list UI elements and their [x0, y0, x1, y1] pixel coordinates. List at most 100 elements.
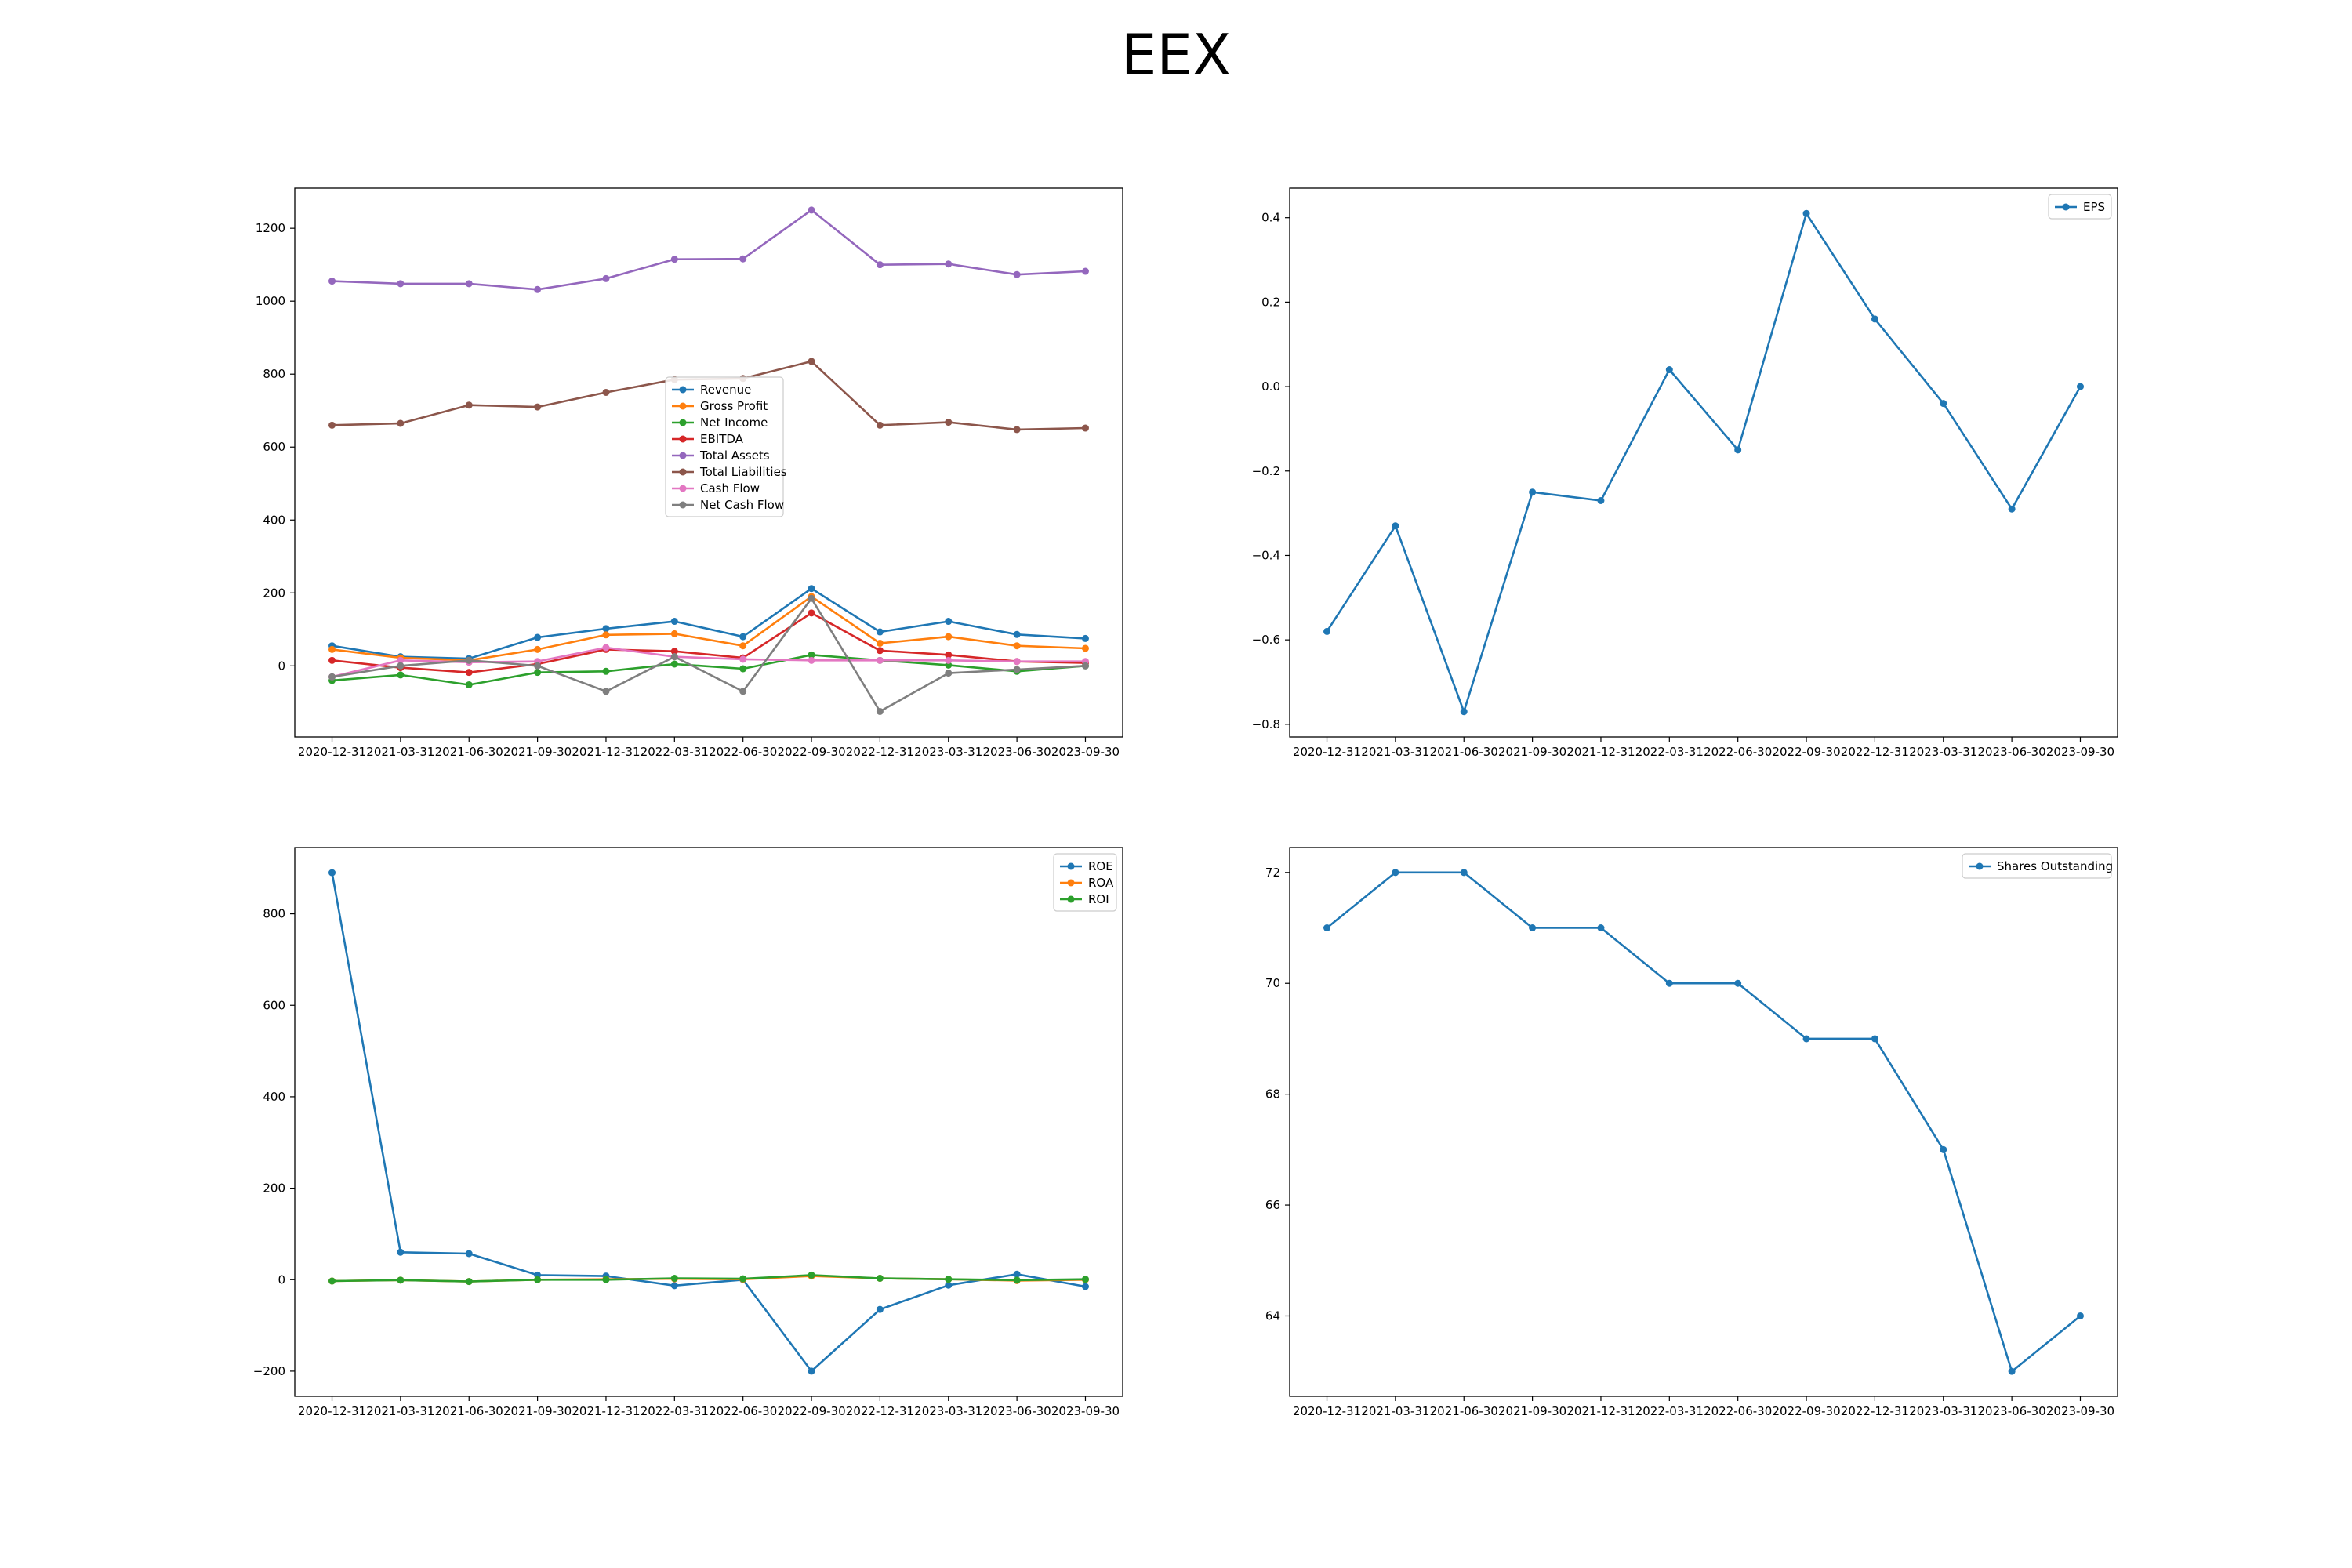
x-tick-label: 2022-03-31 [1635, 745, 1704, 759]
data-point [1871, 1035, 1878, 1043]
y-tick-label: 1000 [256, 294, 285, 308]
data-point [1323, 627, 1331, 635]
y-tick-label: 800 [263, 367, 285, 381]
data-point [328, 673, 336, 681]
chart-3: 2020-12-31 2021-03-31 2021-06-30 2021-09-30… [253, 847, 1123, 1418]
data-point [465, 280, 473, 288]
data-point [876, 647, 884, 655]
data-point [602, 688, 610, 695]
data-point [945, 656, 953, 664]
x-tick-label: 2021-12-31 [1566, 1404, 1635, 1418]
y-tick-label: 64 [1265, 1308, 1280, 1323]
data-point [739, 1275, 747, 1283]
data-point [739, 655, 747, 663]
data-point [876, 707, 884, 715]
data-point [1081, 662, 1089, 670]
data-point [1597, 924, 1605, 932]
data-point [1013, 666, 1021, 673]
data-point [534, 285, 542, 293]
data-point [876, 639, 884, 647]
legend-label: Net Cash Flow [700, 498, 784, 512]
x-tick-label: 2022-03-31 [1635, 1404, 1704, 1418]
data-point [328, 1277, 336, 1285]
x-tick-label: 2023-06-30 [1978, 1404, 2046, 1418]
data-point [465, 401, 473, 409]
x-tick-label: 2023-03-31 [914, 1404, 982, 1418]
data-point [328, 421, 336, 429]
series-shares-outstanding [1323, 869, 2084, 1375]
x-tick-label: 2023-09-30 [1051, 1404, 1120, 1418]
x-tick-label: 2021-06-30 [1430, 745, 1498, 759]
y-tick-label: −0.4 [1252, 548, 1280, 562]
data-point [1081, 424, 1089, 432]
data-point [808, 206, 815, 214]
data-point [1013, 270, 1021, 278]
x-tick-label: 2023-03-31 [1909, 1404, 1977, 1418]
legend-label: Total Liabilities [699, 465, 787, 479]
data-point [670, 648, 678, 655]
x-tick-label: 2023-06-30 [1978, 745, 2046, 759]
legend-marker [679, 452, 687, 459]
data-point [534, 633, 542, 641]
data-point [670, 653, 678, 661]
x-tick-label: 2021-12-31 [572, 1404, 640, 1418]
x-tick-label: 2021-03-31 [1361, 1404, 1429, 1418]
data-point [1802, 1035, 1810, 1043]
series-line [332, 597, 1086, 713]
legend-label: Revenue [700, 383, 751, 397]
data-point [2008, 1367, 2016, 1375]
data-point [328, 869, 336, 877]
data-point [1081, 1276, 1089, 1283]
x-tick-label: 2021-12-31 [572, 745, 640, 759]
legend-label: EPS [2083, 200, 2105, 214]
data-point [876, 656, 884, 664]
x-tick-label: 2023-09-30 [2046, 745, 2114, 759]
legend-marker [679, 485, 687, 492]
data-point [739, 688, 747, 695]
y-tick-label: 1200 [256, 221, 285, 235]
legend-box [2048, 194, 2112, 220]
legend: Revenue Gross Profit Net Income EBITDA Total… [665, 376, 787, 517]
series-line [332, 595, 1086, 662]
data-point [876, 421, 884, 429]
y-tick-label: 600 [263, 998, 285, 1012]
legend-label: Shares Outstanding [1997, 859, 2113, 873]
legend-box [1962, 853, 2112, 879]
legend: EPS [2048, 194, 2112, 220]
legend-label: EBITDA [700, 432, 744, 446]
y-tick-label: −0.2 [1252, 464, 1280, 478]
legend-label: ROA [1088, 876, 1114, 890]
data-point [739, 633, 747, 641]
y-tick-label: −0.8 [1252, 717, 1280, 731]
plot-frame [294, 847, 1123, 1397]
data-point [808, 594, 815, 602]
y-tick-label: 200 [263, 1181, 285, 1196]
y-tick-label: 800 [263, 907, 285, 921]
data-point [808, 609, 815, 617]
legend: ROE ROA ROI [1053, 853, 1117, 912]
legend-marker [679, 402, 687, 410]
data-point [397, 671, 405, 679]
y-tick-label: −0.6 [1252, 633, 1280, 647]
data-point [808, 585, 815, 593]
y-tick-label: 400 [263, 513, 285, 527]
data-point [1802, 209, 1810, 217]
x-tick-label: 2022-12-31 [846, 1404, 914, 1418]
x-tick-label: 2021-03-31 [366, 745, 434, 759]
data-point [670, 256, 678, 263]
series-line [332, 1274, 1086, 1283]
data-point [602, 644, 610, 652]
data-point [602, 667, 610, 675]
data-point [1529, 488, 1537, 496]
x-tick-label: 2022-09-30 [1772, 1404, 1840, 1418]
data-point [534, 669, 542, 677]
legend-marker [679, 468, 687, 476]
x-tick-label: 2022-12-31 [846, 745, 914, 759]
data-point [1940, 1145, 1947, 1153]
legend-label: Cash Flow [700, 481, 760, 495]
legend-marker [1067, 862, 1075, 870]
y-tick-label: 0.0 [1261, 379, 1280, 394]
data-point [1081, 644, 1089, 652]
data-point [397, 419, 405, 427]
plot-frame [1289, 847, 2118, 1397]
